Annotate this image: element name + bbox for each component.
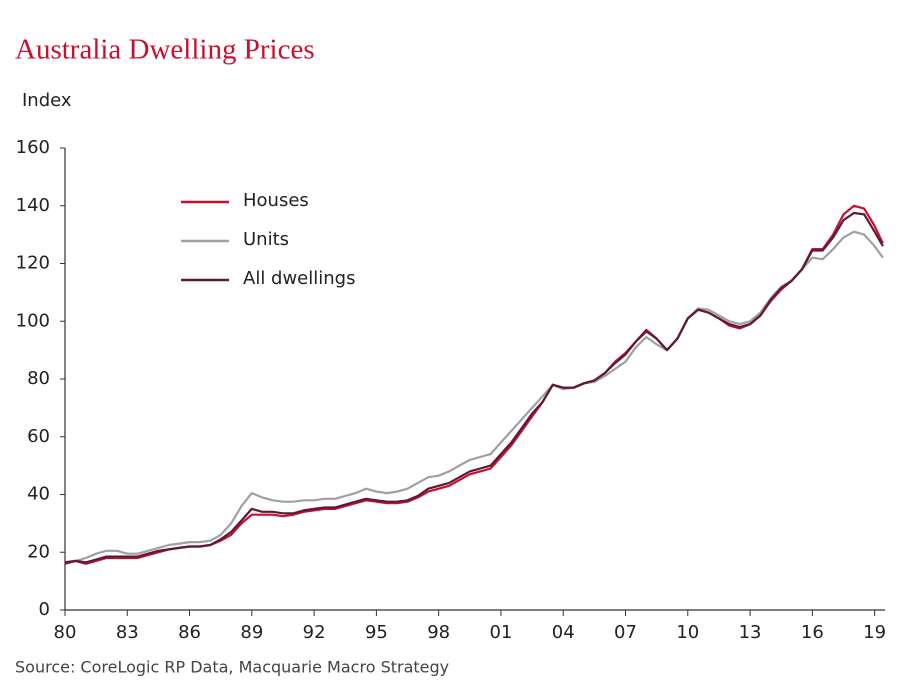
y-tick-label: 100: [16, 310, 50, 331]
y-tick-label: 60: [27, 426, 50, 447]
x-tick-label: 83: [116, 622, 139, 643]
source-note: Source: CoreLogic RP Data, Macquarie Mac…: [15, 658, 449, 677]
x-tick-label: 95: [365, 622, 388, 643]
y-axis-label: Index: [22, 90, 72, 111]
chart-title: Australia Dwelling Prices: [15, 34, 315, 66]
y-tick-label: 160: [16, 137, 50, 158]
series-line: [64, 204, 884, 565]
x-tick-label: 80: [54, 622, 77, 643]
legend-label: Houses: [243, 190, 309, 211]
x-tick-label: 92: [303, 622, 326, 643]
y-tick-label: 140: [16, 195, 50, 216]
x-tick-label: 10: [676, 622, 699, 643]
x-tick-label: 86: [178, 622, 201, 643]
legend-label: All dwellings: [243, 268, 355, 289]
x-tick-label: 07: [614, 622, 637, 643]
x-tick-label: 13: [739, 622, 762, 643]
x-tick-label: 19: [863, 622, 886, 643]
series-line: [64, 211, 884, 564]
series-line: [64, 230, 884, 565]
x-tick-label: 04: [552, 622, 575, 643]
x-tick-label: 16: [801, 622, 824, 643]
y-tick-label: 20: [27, 541, 50, 562]
x-tick-label: 01: [489, 622, 512, 643]
y-tick-label: 120: [16, 253, 50, 274]
y-tick-label: 80: [27, 368, 50, 389]
legend-label: Units: [243, 229, 289, 250]
y-tick-label: 0: [39, 599, 50, 620]
x-tick-label: 98: [427, 622, 450, 643]
y-tick-label: 40: [27, 484, 50, 505]
x-tick-label: 89: [240, 622, 263, 643]
